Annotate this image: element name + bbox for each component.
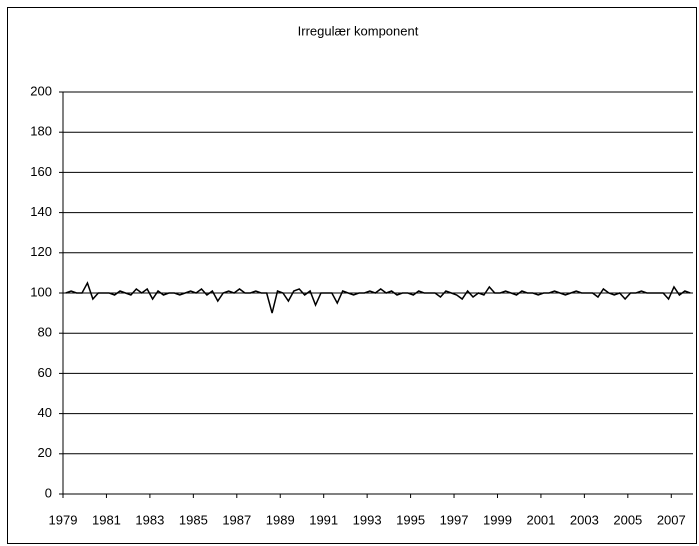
y-tick-label: 140 xyxy=(30,204,52,219)
x-tick-label: 1995 xyxy=(396,512,425,527)
y-tick-label: 180 xyxy=(30,124,52,139)
y-tick-label: 0 xyxy=(45,485,52,500)
y-tick-label: 200 xyxy=(30,83,52,98)
x-tick-label: 2003 xyxy=(570,512,599,527)
x-tick-label: 1997 xyxy=(440,512,469,527)
y-tick-label: 160 xyxy=(30,164,52,179)
x-tick-label: 1985 xyxy=(179,512,208,527)
x-tick-label: 2001 xyxy=(526,512,555,527)
x-tick-label: 1993 xyxy=(353,512,382,527)
x-tick-label: 1983 xyxy=(135,512,164,527)
y-tick-label: 20 xyxy=(38,445,52,460)
y-tick-label: 100 xyxy=(30,284,52,299)
x-tick-label: 2005 xyxy=(613,512,642,527)
x-tick-label: 1991 xyxy=(309,512,338,527)
y-tick-label: 80 xyxy=(38,325,52,340)
y-tick-label: 40 xyxy=(38,405,52,420)
chart-border xyxy=(7,7,697,544)
y-tick-label: 120 xyxy=(30,244,52,259)
y-tick-label: 60 xyxy=(38,365,52,380)
x-tick-label: 1979 xyxy=(49,512,78,527)
data-line xyxy=(65,281,691,314)
x-tick-label: 2007 xyxy=(657,512,686,527)
x-tick-label: 1989 xyxy=(266,512,295,527)
x-tick-label: 1999 xyxy=(483,512,512,527)
x-tick-label: 1987 xyxy=(222,512,251,527)
chart-title: Irregulær komponent xyxy=(298,23,419,38)
x-tick-label: 1981 xyxy=(92,512,121,527)
